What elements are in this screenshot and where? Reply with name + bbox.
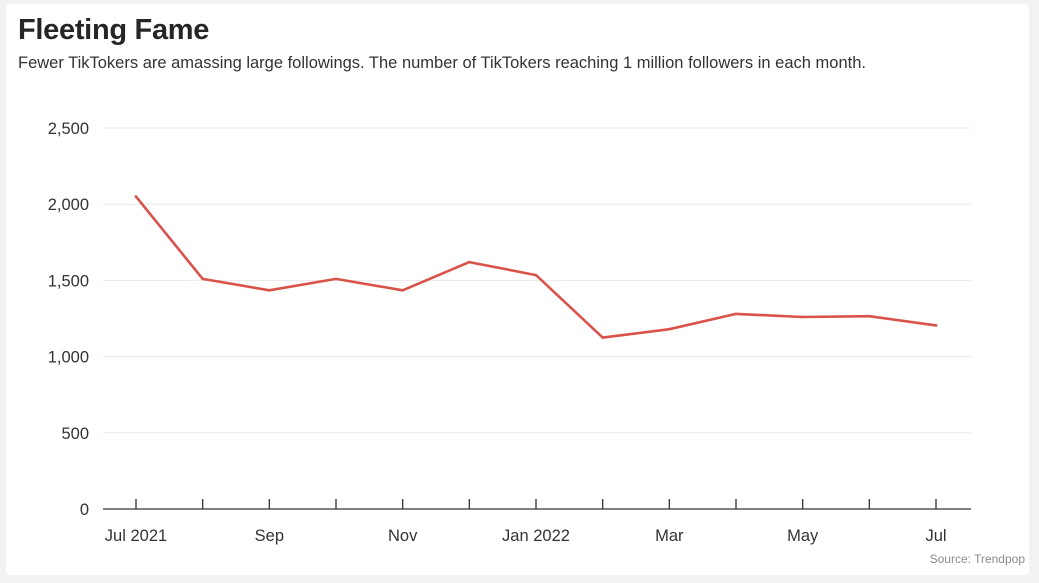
series-layer [134,195,938,339]
data-point [534,273,538,277]
data-point [268,289,271,292]
data-point [668,327,671,331]
y-axis-labels: 0 500 1,000 1,500 2,000 2,500 [48,120,89,519]
chart-title: Fleeting Fame [18,14,210,46]
data-point [601,336,604,339]
y-tick-label: 500 [61,425,89,443]
x-axis-labels: Jul 2021 Sep Nov Jan 2022 Mar May Jul [105,527,947,545]
data-point [468,260,471,264]
x-tick-label: May [787,527,819,545]
x-tick-label: Jul [925,527,946,545]
source-note: Source: Trendpop [929,552,1025,566]
data-point [734,312,738,316]
y-tick-label: 2,000 [48,196,89,214]
x-tick-label: Jul 2021 [105,527,167,545]
y-tick-label: 0 [80,501,89,519]
x-tick-label: Jan 2022 [502,527,570,545]
data-point [201,277,204,281]
data-point [334,277,338,281]
data-point [934,324,938,327]
chart-subtitle: Fewer TikTokers are amassing large follo… [18,54,866,72]
data-point [801,315,804,319]
data-point [134,195,138,198]
x-tick-label: Mar [655,527,684,545]
y-tick-label: 1,500 [48,272,89,290]
gridlines [103,127,971,434]
y-tick-label: 2,500 [48,120,89,138]
data-point [868,314,871,318]
x-tick-label: Sep [255,527,284,545]
x-tick-label: Nov [388,527,418,545]
chart-card [6,4,1029,575]
series-line-0 [134,195,938,339]
data-point [401,289,404,292]
y-tick-label: 1,000 [48,349,89,367]
x-axis [103,499,971,510]
